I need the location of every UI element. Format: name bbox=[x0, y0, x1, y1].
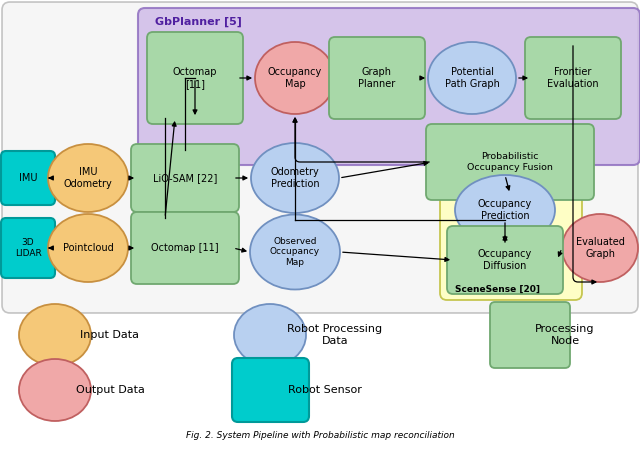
FancyBboxPatch shape bbox=[147, 32, 243, 124]
Text: Evaluated
Graph: Evaluated Graph bbox=[575, 237, 625, 259]
FancyBboxPatch shape bbox=[138, 8, 640, 165]
Text: Robot Sensor: Robot Sensor bbox=[288, 385, 362, 395]
Ellipse shape bbox=[19, 304, 91, 366]
FancyBboxPatch shape bbox=[131, 212, 239, 284]
FancyBboxPatch shape bbox=[426, 124, 594, 200]
Text: Processing
Node: Processing Node bbox=[535, 324, 595, 346]
Ellipse shape bbox=[234, 304, 306, 366]
FancyBboxPatch shape bbox=[1, 151, 55, 205]
Text: GbPlanner [5]: GbPlanner [5] bbox=[155, 17, 242, 27]
Text: LiO-SAM [22]: LiO-SAM [22] bbox=[153, 173, 217, 183]
Text: IMU: IMU bbox=[19, 173, 37, 183]
Text: Odometry
Prediction: Odometry Prediction bbox=[271, 167, 319, 189]
Text: IMU
Odometry: IMU Odometry bbox=[63, 167, 113, 189]
Ellipse shape bbox=[19, 359, 91, 421]
Ellipse shape bbox=[455, 175, 555, 245]
Ellipse shape bbox=[255, 42, 335, 114]
Ellipse shape bbox=[251, 143, 339, 213]
Text: Fig. 2. System Pipeline with Probabilistic map reconciliation: Fig. 2. System Pipeline with Probabilist… bbox=[186, 431, 454, 440]
Text: SceneSense [20]: SceneSense [20] bbox=[455, 284, 540, 293]
Text: Input Data: Input Data bbox=[81, 330, 140, 340]
FancyBboxPatch shape bbox=[447, 226, 563, 294]
Text: Octomap [11]: Octomap [11] bbox=[151, 243, 219, 253]
Ellipse shape bbox=[428, 42, 516, 114]
Text: Potential
Path Graph: Potential Path Graph bbox=[445, 67, 499, 89]
Text: 3D
LIDAR: 3D LIDAR bbox=[15, 238, 42, 258]
Text: Occupancy
Map: Occupancy Map bbox=[268, 67, 322, 89]
FancyBboxPatch shape bbox=[232, 358, 309, 422]
FancyBboxPatch shape bbox=[131, 144, 239, 212]
Ellipse shape bbox=[48, 214, 128, 282]
Text: Occupancy
Prediction: Occupancy Prediction bbox=[478, 199, 532, 221]
FancyBboxPatch shape bbox=[329, 37, 425, 119]
Text: Graph
Planner: Graph Planner bbox=[358, 67, 396, 89]
Ellipse shape bbox=[250, 215, 340, 289]
Text: Occupancy
Diffusion: Occupancy Diffusion bbox=[478, 249, 532, 271]
Text: Observed
Occupancy
Map: Observed Occupancy Map bbox=[270, 237, 320, 267]
Text: Robot Processing
Data: Robot Processing Data bbox=[287, 324, 383, 346]
FancyBboxPatch shape bbox=[440, 166, 582, 300]
FancyBboxPatch shape bbox=[490, 302, 570, 368]
Text: Probabilistic
Occupancy Fusion: Probabilistic Occupancy Fusion bbox=[467, 152, 553, 172]
FancyBboxPatch shape bbox=[2, 2, 638, 313]
Text: Octomap
[11]: Octomap [11] bbox=[173, 67, 217, 89]
Ellipse shape bbox=[562, 214, 638, 282]
Text: Pointcloud: Pointcloud bbox=[63, 243, 113, 253]
Ellipse shape bbox=[48, 144, 128, 212]
Text: Output Data: Output Data bbox=[76, 385, 145, 395]
Text: Frontier
Evaluation: Frontier Evaluation bbox=[547, 67, 599, 89]
FancyBboxPatch shape bbox=[1, 218, 55, 278]
FancyBboxPatch shape bbox=[525, 37, 621, 119]
